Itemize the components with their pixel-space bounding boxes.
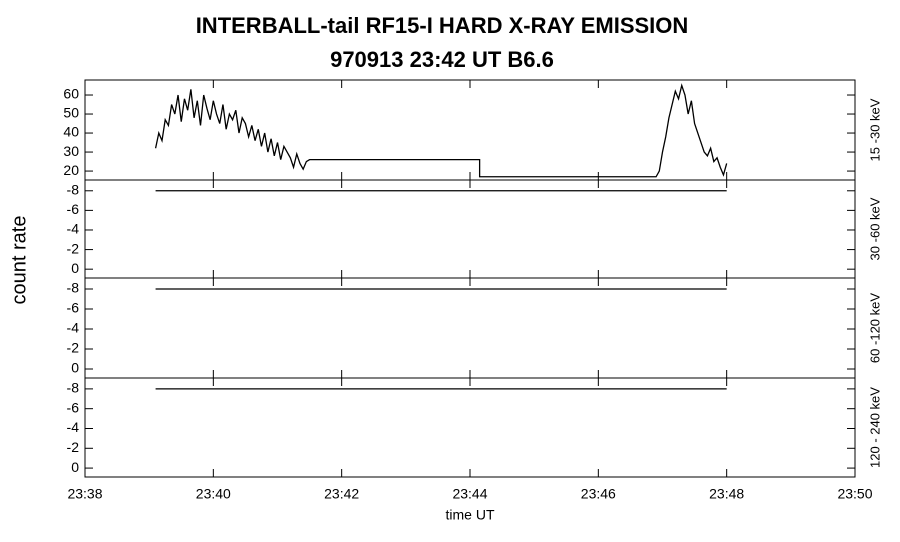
x-tick-label: 23:40 — [196, 486, 231, 502]
y-tick-label: 50 — [63, 105, 79, 121]
y-tick-label: -8 — [67, 380, 80, 396]
x-tick-label: 23:44 — [452, 486, 487, 502]
y-tick-label: 40 — [63, 124, 79, 140]
y-tick-label: -4 — [67, 221, 80, 237]
x-tick-label: 23:38 — [67, 486, 102, 502]
x-tick-label: 23:46 — [581, 486, 616, 502]
data-line — [154, 83, 728, 178]
y-tick-label: 60 — [63, 86, 79, 102]
y-tick-label: 30 — [63, 143, 79, 159]
y-axis-label: count rate — [8, 216, 30, 305]
y-tick-label: -6 — [67, 201, 80, 217]
x-tick-label: 23:48 — [709, 486, 744, 502]
y-tick-label: -2 — [67, 240, 80, 256]
chart-title: INTERBALL-tail RF15-I HARD X-RAY EMISSIO… — [196, 13, 689, 38]
y-tick-label: -6 — [67, 300, 80, 316]
y-tick-label: 0 — [71, 260, 79, 276]
y-tick-label: 20 — [63, 162, 79, 178]
x-tick-label: 23:50 — [837, 486, 872, 502]
y-tick-label: 0 — [71, 459, 79, 475]
chart-subtitle: 970913 23:42 UT B6.6 — [330, 47, 554, 72]
panel-label: 30 -60 keV — [867, 197, 882, 260]
y-tick-label: -8 — [67, 280, 80, 296]
y-tick-label: 0 — [71, 360, 79, 376]
y-tick-label: -4 — [67, 419, 80, 435]
y-tick-label: -6 — [67, 399, 80, 415]
y-tick-label: -2 — [67, 340, 80, 356]
y-tick-label: -8 — [67, 181, 80, 197]
x-tick-label: 23:42 — [324, 486, 359, 502]
panel-label: 15 -30 keV — [867, 98, 882, 161]
y-tick-label: -4 — [67, 320, 80, 336]
x-axis-label: time UT — [446, 507, 495, 523]
y-tick-label: -2 — [67, 439, 80, 455]
panel-label: 60 -120 keV — [867, 293, 882, 363]
panel-label: 120 - 240 keV — [867, 387, 882, 468]
